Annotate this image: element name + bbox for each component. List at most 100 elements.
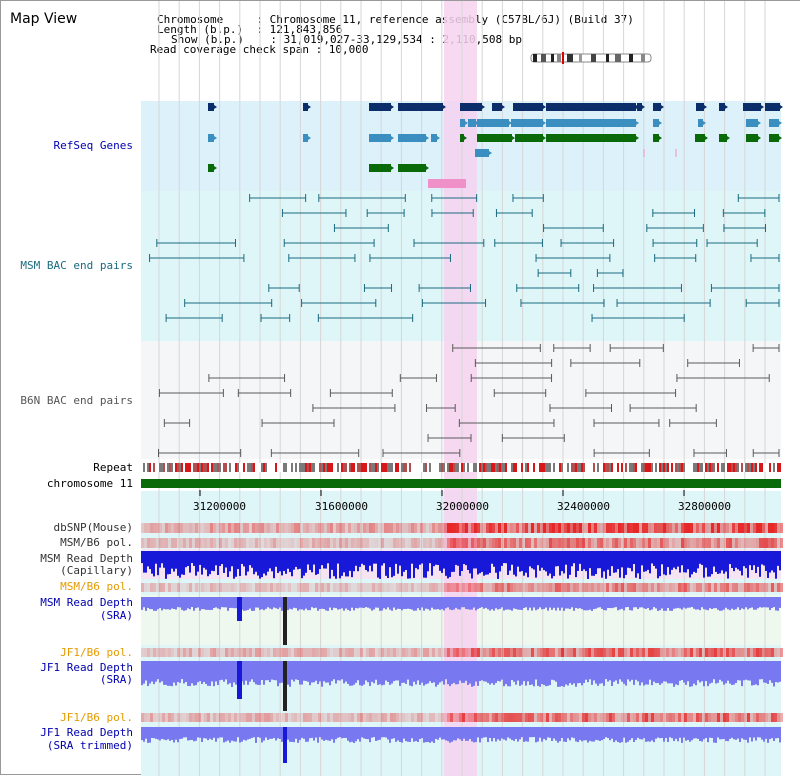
- read-depth-bar: [443, 661, 445, 685]
- read-depth-bar: [151, 661, 153, 682]
- read-depth-bar: [717, 661, 719, 683]
- polymorphism-cell: [159, 523, 162, 533]
- polymorphism-cell: [378, 713, 381, 722]
- repeat-bar: [219, 463, 221, 472]
- polymorphism-cell: [336, 583, 339, 592]
- track-label-msm-b6-pol-sra[interactable]: MSM/B6 pol.: [60, 580, 133, 593]
- ideogram-band: [629, 54, 633, 62]
- repeat-bar: [699, 463, 701, 472]
- track-label-msm-b6-pol-capillary[interactable]: MSM/B6 pol.: [60, 536, 133, 549]
- polymorphism-cell: [405, 648, 408, 657]
- read-depth-bar: [463, 727, 465, 739]
- read-depth-bar: [359, 661, 361, 686]
- read-depth-bar: [361, 661, 363, 686]
- read-depth-bar: [709, 727, 711, 738]
- read-depth-bar: [365, 661, 367, 681]
- read-depth-bar: [387, 551, 389, 579]
- polymorphism-cell: [267, 538, 270, 548]
- read-depth-bar: [569, 661, 571, 684]
- ideogram-band: [557, 54, 561, 62]
- track-label-jf1-depth-sra[interactable]: JF1 Read Depth: [40, 661, 133, 674]
- read-depth-bar: [637, 597, 639, 610]
- read-depth-bar: [631, 661, 633, 680]
- read-depth-bar: [197, 727, 199, 738]
- read-depth-bar: [741, 597, 743, 609]
- polymorphism-cell: [486, 538, 489, 548]
- track-label-msm-depth-sra[interactable]: MSM Read Depth: [40, 596, 133, 609]
- polymorphism-cell: [606, 538, 609, 548]
- gene-block: [546, 103, 636, 111]
- polymorphism-cell: [345, 523, 348, 533]
- polymorphism-cell: [171, 713, 174, 722]
- polymorphism-cell: [159, 713, 162, 722]
- read-depth-bar: [503, 551, 505, 564]
- polymorphism-cell: [753, 583, 756, 592]
- repeat-bar: [313, 463, 315, 472]
- polymorphism-cell: [255, 648, 258, 657]
- gene-arrow: [656, 119, 662, 127]
- polymorphism-cell: [576, 538, 579, 548]
- track-label-refseq[interactable]: RefSeq Genes: [53, 139, 133, 152]
- polymorphism-cell: [702, 713, 705, 722]
- polymorphism-cell: [279, 523, 282, 533]
- read-depth-bar: [283, 551, 285, 571]
- read-depth-bar: [165, 551, 167, 579]
- polymorphism-cell: [330, 538, 333, 548]
- read-depth-bar: [655, 597, 657, 609]
- read-depth-bar: [533, 727, 535, 738]
- polymorphism-cell: [198, 583, 201, 592]
- polymorphism-cell: [759, 648, 762, 657]
- polymorphism-cell: [612, 713, 615, 722]
- read-depth-bar: [161, 661, 163, 682]
- read-depth-bar: [493, 551, 495, 567]
- polymorphism-cell: [309, 648, 312, 657]
- read-depth-bar: [711, 551, 713, 575]
- read-depth-bar: [765, 597, 767, 608]
- read-depth-bar: [539, 597, 541, 608]
- polymorphism-cell: [519, 583, 522, 592]
- polymorphism-cell: [399, 713, 402, 722]
- read-depth-bar: [621, 551, 623, 568]
- read-depth-bar: [759, 661, 761, 680]
- read-depth-bar: [581, 551, 583, 571]
- read-depth-bar: [689, 727, 691, 742]
- polymorphism-cell: [603, 648, 606, 657]
- read-depth-bar: [211, 727, 213, 740]
- polymorphism-cell: [720, 523, 723, 533]
- repeat-bar: [553, 463, 555, 472]
- repeat-bar: [479, 463, 481, 472]
- polymorphism-cell: [216, 523, 219, 533]
- read-depth-bar: [609, 727, 611, 741]
- repeat-bar: [539, 463, 541, 472]
- track-label-jf1-b6-pol[interactable]: JF1/B6 pol.: [60, 646, 133, 659]
- read-depth-bar: [171, 727, 173, 740]
- read-depth-bar: [531, 661, 533, 685]
- track-label-dbsnp[interactable]: dbSNP(Mouse): [53, 521, 133, 534]
- read-depth-bar: [715, 597, 717, 609]
- read-depth-bar: [317, 661, 319, 685]
- track-label-msm-depth-capillary[interactable]: MSM Read Depth: [40, 552, 133, 565]
- read-depth-bar: [281, 727, 283, 742]
- polymorphism-cell: [579, 713, 582, 722]
- track-label-repeat[interactable]: Repeat: [93, 461, 133, 474]
- polymorphism-cell: [291, 713, 294, 722]
- polymorphism-cell: [150, 523, 153, 533]
- track-label-chromosome[interactable]: chromosome 11: [46, 477, 133, 490]
- read-depth-bar: [597, 661, 599, 686]
- polymorphism-cell: [306, 583, 309, 592]
- repeat-bar: [575, 463, 577, 472]
- read-depth-bar: [765, 551, 767, 571]
- read-depth-bar: [379, 661, 381, 685]
- repeat-bar: [651, 463, 653, 472]
- repeat-bar: [403, 463, 405, 472]
- polymorphism-cell: [759, 713, 762, 722]
- read-depth-bar: [599, 661, 601, 684]
- track-label-jf1-depth-trimmed[interactable]: JF1 Read Depth: [40, 726, 133, 739]
- track-label-jf1-b6-pol-trimmed[interactable]: JF1/B6 pol.: [60, 711, 133, 724]
- read-depth-bar: [337, 727, 339, 738]
- read-depth-bar: [729, 597, 731, 611]
- repeat-bar: [379, 463, 381, 472]
- track-label-b6n-bac[interactable]: B6N BAC end pairs: [20, 394, 133, 407]
- track-label-msm-bac[interactable]: MSM BAC end pairs: [20, 259, 133, 272]
